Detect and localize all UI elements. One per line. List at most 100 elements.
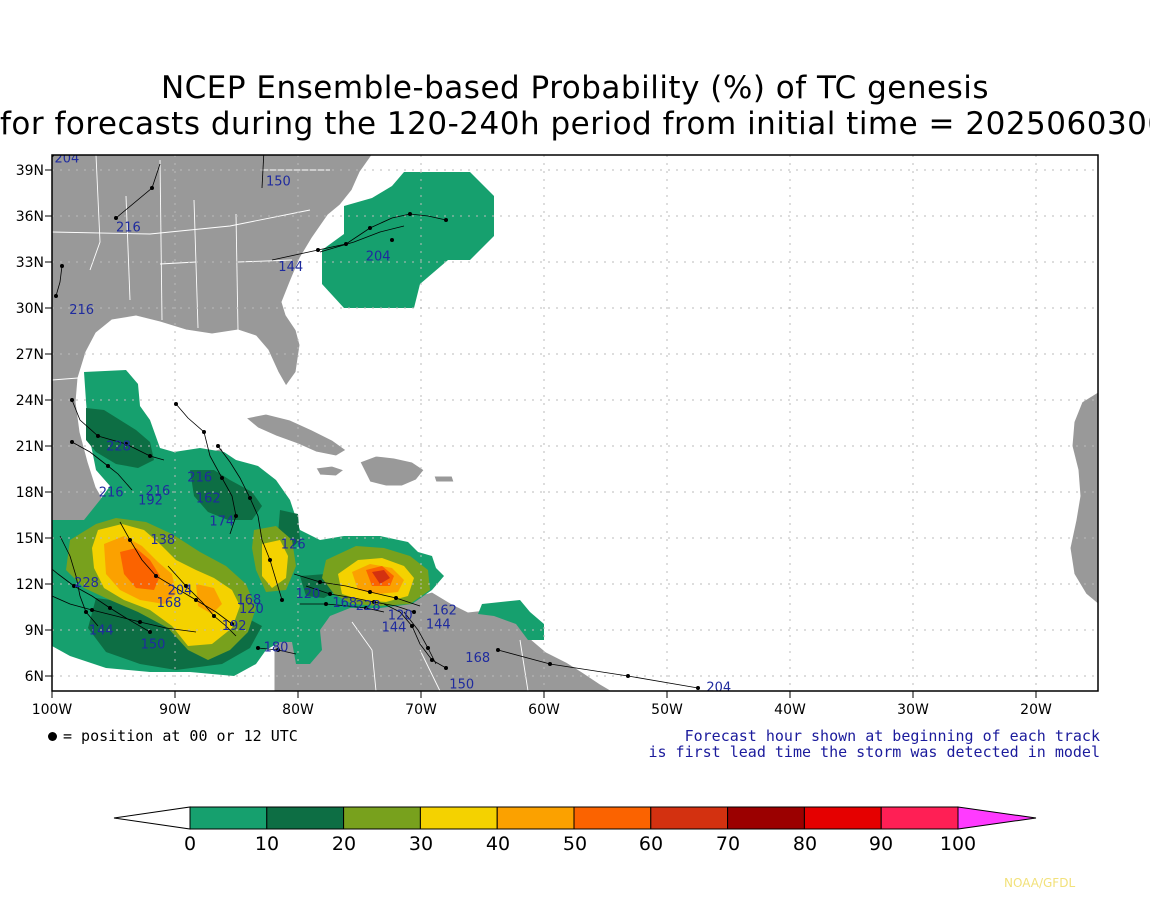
storm-tracks (52, 155, 699, 689)
colorbar-tick-labels: 0 10 20 30 40 50 60 70 80 90 100 (184, 833, 976, 855)
colorbar-lower-arrow (113, 806, 191, 830)
track-position-dots (52, 155, 700, 690)
track-forecast-hour-label: 192 (222, 619, 247, 634)
track-forecast-hour-label: 126 (281, 538, 306, 553)
track-forecast-hour-label: 228 (106, 440, 131, 455)
colorbar-tick: 100 (940, 833, 976, 855)
colorbar-box (343, 806, 421, 830)
lat-label: 12N (16, 577, 44, 593)
lat-label: 33N (16, 255, 44, 271)
colorbar-box (803, 806, 882, 830)
lat-label: 9N (25, 623, 44, 639)
track-forecast-hour-label: 168 (332, 596, 357, 611)
lat-label: 21N (16, 439, 44, 455)
track-forecast-hour-label: 216 (116, 220, 141, 235)
track-forecast-hour-label: 144 (278, 260, 303, 275)
noaa-gfdl-credit: NOAA/GFDL (1004, 876, 1076, 890)
track-forecast-hour-label: 216 (99, 486, 124, 501)
position-legend: = position at 00 or 12 UTC (48, 727, 298, 745)
track-forecast-hour-label: 144 (426, 618, 451, 633)
track-forecast-hour-label: 144 (89, 624, 114, 639)
colorbar: 0 10 20 30 40 50 60 70 80 90 100 (113, 806, 1037, 855)
track-forecast-hour-label: 192 (138, 493, 163, 508)
hispaniola-island (359, 455, 425, 487)
track-forecast-hour-label: 168 (237, 593, 262, 608)
track-forecast-hour-label: 150 (266, 174, 291, 189)
colorbar-tick: 60 (639, 833, 663, 855)
map-frame (51, 154, 1099, 692)
lon-label: 90W (159, 702, 191, 718)
colorbar-tick: 10 (255, 833, 279, 855)
lon-label: 70W (405, 702, 437, 718)
track-forecast-hour-label: 168 (465, 651, 490, 666)
colorbar-box (650, 806, 729, 830)
track-forecast-hour-label: 204 (706, 680, 731, 695)
colorbar-box (266, 806, 345, 830)
africa-land (1069, 391, 1098, 605)
land-masses (52, 155, 1098, 691)
track-forecast-hour-label: 180 (264, 641, 289, 656)
colorbar-box (496, 806, 575, 830)
track-forecast-hour-label: 150 (449, 677, 474, 692)
lat-label: 27N (16, 347, 44, 363)
latitude-labels: 39N 36N 33N 30N 27N 24N 21N 18N 15N 12N … (16, 163, 44, 685)
colorbar-box (419, 806, 498, 830)
track-forecast-hour-label: 120 (239, 602, 264, 617)
colorbar-box (727, 806, 805, 830)
track-forecast-hour-label: 228 (74, 576, 99, 591)
puerto-rico-island (433, 475, 455, 483)
chart-title-line2: for forecasts during the 120-240h period… (0, 106, 1150, 142)
jamaica-island (315, 465, 346, 477)
colorbar-upper-arrow (957, 806, 1037, 830)
track-forecast-hour-label: 144 (382, 621, 407, 636)
track-forecast-hour-label: 174 (209, 515, 234, 530)
lat-label: 36N (16, 209, 44, 225)
track-forecast-hour-label: 168 (157, 596, 182, 611)
axis-ticks (45, 169, 1037, 698)
track-forecast-hour-label: 162 (432, 604, 457, 619)
lon-label: 60W (528, 702, 560, 718)
track-forecast-hour-label: 204 (366, 250, 391, 265)
lat-label: 18N (16, 485, 44, 501)
lon-label: 80W (282, 702, 314, 718)
lon-label: 40W (774, 702, 806, 718)
track-forecast-hour-label: 216 (187, 470, 212, 485)
colorbar-box (880, 806, 959, 830)
lat-label: 39N (16, 163, 44, 179)
track-forecast-hour-label: 216 (146, 484, 171, 499)
forecast-note-line1: Forecast hour shown at beginning of each… (684, 727, 1100, 745)
lon-label: 30W (897, 702, 929, 718)
track-forecast-hour-label: 216 (69, 303, 94, 318)
cuba-island (244, 413, 347, 457)
track-forecast-hour-label: 228 (356, 599, 381, 614)
lat-label: 6N (25, 669, 44, 685)
colorbar-box (573, 806, 652, 830)
colorbar-tick: 80 (793, 833, 817, 855)
colorbar-box (189, 806, 268, 830)
colorbar-tick: 20 (332, 833, 356, 855)
track-forecast-hour-label: 120 (296, 587, 321, 602)
lat-label: 15N (16, 531, 44, 547)
track-forecast-hour-label: 204 (55, 151, 80, 166)
longitude-labels: 100W 90W 80W 70W 60W 50W 40W 30W 20W (32, 702, 1052, 718)
track-forecast-hour-label: 204 (168, 584, 193, 599)
track-forecast-hour-label: 120 (388, 608, 413, 623)
colorbar-tick: 30 (409, 833, 433, 855)
colorbar-tick: 90 (869, 833, 893, 855)
colorbar-tick: 50 (563, 833, 587, 855)
track-forecast-hour-label: 150 (141, 637, 166, 652)
track-forecast-hour-label: 138 (150, 533, 175, 548)
track-forecast-hour-label: 162 (196, 492, 221, 507)
colorbar-tick: 70 (716, 833, 740, 855)
colorbar-tick: 40 (486, 833, 510, 855)
lat-label: 24N (16, 393, 44, 409)
colorbar-tick: 0 (184, 833, 196, 855)
chart-title-line1: NCEP Ensemble-based Probability (%) of T… (160, 70, 990, 106)
lon-label: 100W (32, 702, 73, 718)
forecast-note-line2: is first lead time the storm was detecte… (648, 743, 1100, 761)
position-legend-text: = position at 00 or 12 UTC (63, 727, 298, 745)
lat-label: 30N (16, 301, 44, 317)
grid-lines (52, 155, 1098, 691)
